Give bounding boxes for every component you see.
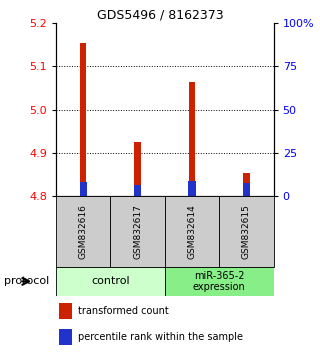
FancyBboxPatch shape bbox=[110, 196, 165, 267]
Text: GSM832616: GSM832616 bbox=[79, 204, 88, 259]
Bar bbox=[59, 303, 72, 319]
Text: GSM832615: GSM832615 bbox=[242, 204, 251, 259]
Bar bbox=[243, 183, 250, 196]
Bar bbox=[80, 42, 86, 196]
FancyBboxPatch shape bbox=[56, 196, 110, 267]
Bar bbox=[134, 185, 141, 196]
Text: transformed count: transformed count bbox=[78, 306, 169, 316]
Bar bbox=[134, 142, 141, 196]
Bar bbox=[188, 181, 196, 196]
Text: miR-365-2
expression: miR-365-2 expression bbox=[193, 270, 245, 292]
Text: percentile rank within the sample: percentile rank within the sample bbox=[78, 332, 244, 342]
Bar bbox=[59, 329, 72, 345]
FancyBboxPatch shape bbox=[219, 196, 274, 267]
FancyBboxPatch shape bbox=[165, 267, 274, 296]
Text: protocol: protocol bbox=[4, 276, 50, 286]
Bar bbox=[189, 81, 195, 196]
FancyBboxPatch shape bbox=[165, 196, 219, 267]
Text: control: control bbox=[91, 276, 130, 286]
Text: GSM832614: GSM832614 bbox=[188, 205, 196, 259]
Bar bbox=[243, 173, 250, 196]
Text: GSM832617: GSM832617 bbox=[133, 204, 142, 259]
Text: GDS5496 / 8162373: GDS5496 / 8162373 bbox=[97, 9, 223, 22]
FancyBboxPatch shape bbox=[56, 267, 165, 296]
Bar bbox=[80, 182, 87, 196]
